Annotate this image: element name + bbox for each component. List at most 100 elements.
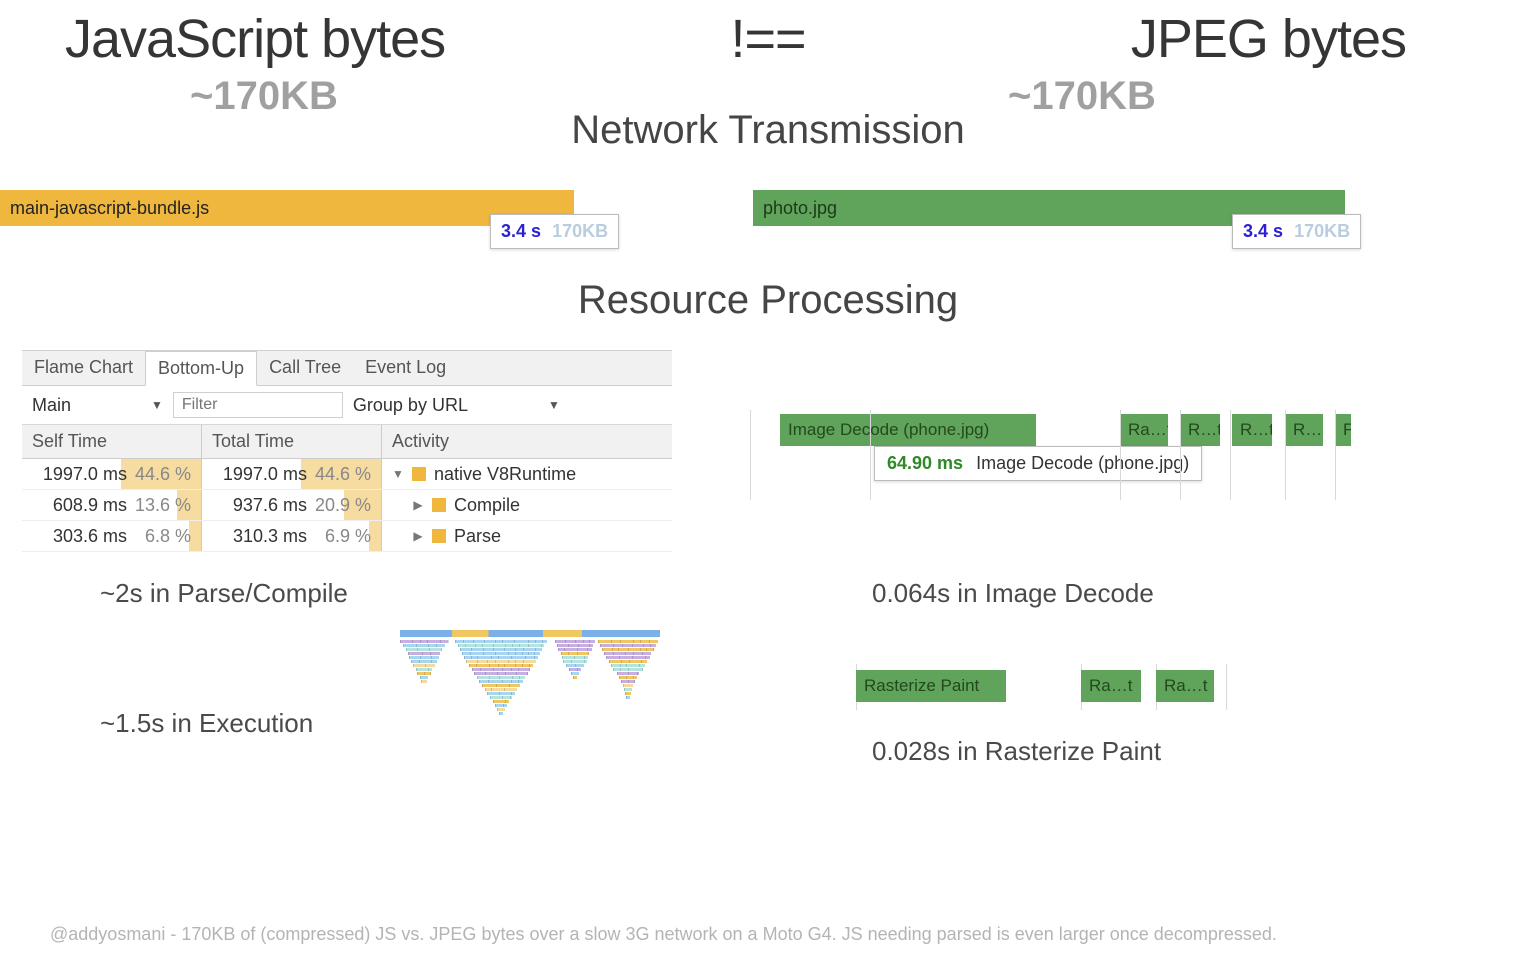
stat-exec: ~1.5s in Execution — [100, 708, 313, 739]
decode-block[interactable]: R… — [1285, 414, 1323, 446]
activity-color-icon — [432, 498, 446, 512]
stat-decode: 0.064s in Image Decode — [872, 578, 1154, 609]
flame-strip — [555, 640, 556, 643]
tab-event-log[interactable]: Event Log — [353, 351, 458, 385]
flame-strip — [561, 652, 589, 655]
decode-block[interactable]: Image Decode (phone.jpg) — [780, 414, 1036, 446]
col-activity[interactable]: Activity — [382, 425, 672, 458]
chevron-down-icon: ▼ — [548, 398, 560, 412]
flame-strip — [620, 640, 621, 643]
flame-strip — [625, 652, 626, 655]
flame-strip — [626, 664, 627, 667]
flame-strip — [504, 664, 505, 667]
gridline — [1335, 410, 1336, 500]
flame-strip — [471, 656, 472, 659]
flame-strip — [600, 644, 601, 647]
flame-strip — [621, 660, 622, 663]
headline-mid: !== — [730, 8, 805, 70]
flame-strip — [628, 648, 629, 651]
flame-strip — [587, 648, 588, 651]
tab-bottom-up[interactable]: Bottom-Up — [145, 351, 257, 386]
headline-row: JavaScript bytes !== JPEG bytes — [0, 0, 1536, 80]
flame-strip — [571, 660, 572, 663]
headline-right: JPEG bytes — [1131, 8, 1406, 70]
bar-js: main-javascript-bundle.js — [0, 190, 574, 226]
raster-block[interactable]: Ra…t — [1156, 670, 1214, 702]
disclosure-triangle-icon[interactable]: ▶ — [412, 529, 424, 543]
flame-strip — [484, 640, 485, 643]
gridline — [1180, 410, 1181, 500]
flame-strip — [406, 648, 407, 651]
flame-strip — [578, 644, 579, 647]
flame-strip — [522, 652, 523, 655]
filter-input[interactable] — [173, 392, 343, 418]
flame-strip — [577, 652, 578, 655]
flame-strip — [472, 668, 473, 671]
flame-strip — [441, 648, 442, 651]
flame-strip — [518, 668, 519, 671]
flame-strip — [466, 660, 467, 663]
flame-strip — [416, 644, 417, 647]
activity-label: Parse — [454, 526, 501, 547]
flame-strip — [598, 640, 599, 643]
flame-strip — [618, 648, 619, 651]
flame-strip — [634, 680, 635, 683]
flame-strip — [412, 640, 413, 643]
flame-strip — [469, 664, 533, 667]
raster-block[interactable]: Ra…t — [1081, 670, 1141, 702]
flame-strip — [416, 668, 433, 671]
badge-js-time: 3.4 s — [501, 221, 541, 241]
badge-js: 3.4 s 170KB — [490, 214, 619, 249]
flame-strip — [529, 664, 530, 667]
dropdown-main[interactable]: Main ▼ — [32, 395, 163, 416]
decode-block[interactable]: F — [1335, 414, 1351, 446]
col-self-time[interactable]: Self Time — [22, 425, 202, 458]
flame-strip — [522, 664, 523, 667]
flame-strip — [613, 644, 614, 647]
flame-strip — [514, 640, 515, 643]
flame-strip — [534, 652, 535, 655]
gridline — [870, 410, 871, 500]
flame-strip — [606, 656, 649, 659]
decode-tooltip: 64.90 ms Image Decode (phone.jpg) — [874, 446, 1202, 481]
disclosure-triangle-icon[interactable]: ▶ — [412, 498, 424, 512]
flame-strip — [470, 652, 471, 655]
decode-block[interactable]: R…t — [1180, 414, 1220, 446]
flame-strip — [491, 656, 492, 659]
flame-strip — [637, 672, 638, 675]
flame-strip — [440, 640, 441, 643]
flame-strip — [645, 656, 646, 659]
tab-flame-chart[interactable]: Flame Chart — [22, 351, 145, 385]
flame-strip — [505, 672, 506, 675]
flame-strip — [574, 656, 575, 659]
decode-block[interactable]: R…t — [1232, 414, 1272, 446]
flame-strip — [542, 640, 543, 643]
decode-block[interactable]: Ra…t — [1120, 414, 1168, 446]
flame-strip — [583, 640, 584, 643]
disclosure-triangle-icon[interactable]: ▼ — [392, 467, 404, 481]
flame-strip — [477, 656, 478, 659]
flame-strip — [469, 664, 470, 667]
tab-call-tree[interactable]: Call Tree — [257, 351, 353, 385]
badge-js-size: 170KB — [552, 221, 608, 241]
table-row[interactable]: 608.9 ms13.6 %937.6 ms20.9 %▶Compile — [22, 490, 672, 521]
flame-strip — [495, 640, 496, 643]
flame-strip — [485, 688, 518, 691]
flame-strip — [421, 680, 422, 683]
flame-strip — [504, 648, 505, 651]
footer-credit: @addyosmani - 170KB of (compressed) JS v… — [50, 924, 1516, 945]
flame-strip — [409, 656, 410, 659]
dropdown-group[interactable]: Group by URL ▼ — [353, 395, 560, 416]
flame-strip — [458, 644, 544, 647]
raster-block[interactable]: Rasterize Paint — [856, 670, 1006, 702]
flame-strip — [577, 668, 578, 671]
col-total-time[interactable]: Total Time — [202, 425, 382, 458]
flame-strip — [511, 692, 512, 695]
activity-color-icon — [412, 467, 426, 481]
table-row[interactable]: 303.6 ms6.8 %310.3 ms6.9 %▶Parse — [22, 521, 672, 552]
table-row[interactable]: 1997.0 ms44.6 %1997.0 ms44.6 %▼native V8… — [22, 459, 672, 490]
flame-strip — [613, 652, 614, 655]
flame-strip — [527, 672, 528, 675]
flame-strip — [420, 656, 421, 659]
flame-strip — [575, 640, 576, 643]
